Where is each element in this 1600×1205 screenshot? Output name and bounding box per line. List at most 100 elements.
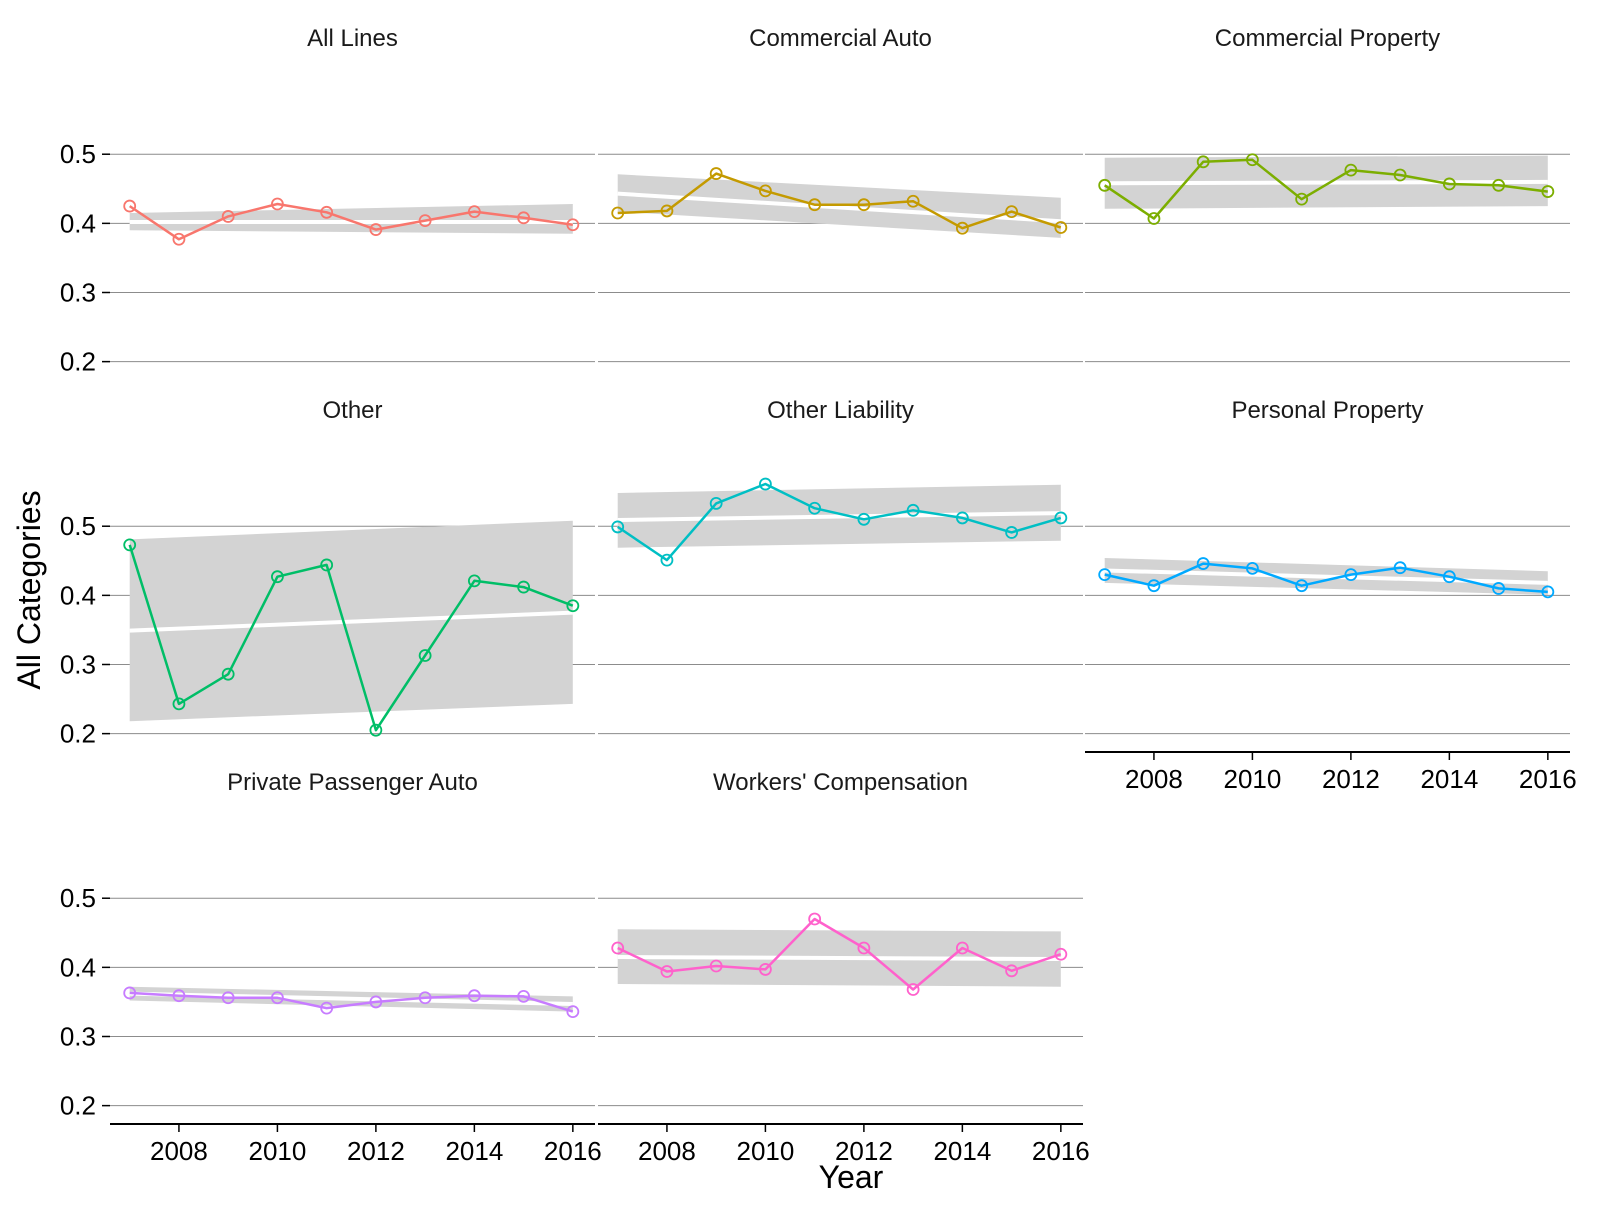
data-point-commercial-property-2009 <box>1196 155 1210 169</box>
data-point-all-lines-2013 <box>418 214 432 227</box>
data-point-all-lines-2007 <box>123 199 137 213</box>
x-tick-label: 2008 <box>150 1136 208 1166</box>
data-point-workers-compensation-2014 <box>955 941 969 955</box>
y-axis-title: All Categories <box>11 490 47 689</box>
data-point-commercial-property-2012 <box>1344 163 1358 177</box>
data-point-other-2010 <box>271 570 284 584</box>
trend-line-other <box>129 610 573 633</box>
data-point-other-liability-2008 <box>660 553 674 567</box>
data-point-other-liability-2014 <box>955 511 969 525</box>
series-line-workers-compensation <box>617 917 1062 991</box>
data-point-private-passenger-auto-2010 <box>271 991 284 1005</box>
data-point-other-2009 <box>221 667 235 681</box>
x-tick-label: 2008 <box>1125 764 1183 794</box>
data-point-other-2008 <box>172 697 186 711</box>
data-point-other-2012 <box>369 723 383 737</box>
data-point-other-liability-2016 <box>1054 511 1068 525</box>
panel-title-other-liability: Other Liability <box>767 397 914 424</box>
data-point-other-2007 <box>123 538 137 552</box>
data-point-personal-property-2016 <box>1541 585 1555 599</box>
data-point-workers-compensation-2016 <box>1054 947 1068 961</box>
panel-title-workers-compensation: Workers' Compensation <box>713 769 968 796</box>
trend-line-other-liability <box>617 511 1061 522</box>
x-tick-label: 2016 <box>544 1136 602 1166</box>
x-tick-label: 2014 <box>445 1136 503 1166</box>
x-tick-label: 2010 <box>736 1136 794 1166</box>
data-point-commercial-auto-2013 <box>906 194 920 208</box>
trend-line-commercial-property <box>1104 179 1548 186</box>
trend-line-personal-property <box>1104 568 1548 585</box>
series-line-other <box>128 544 574 732</box>
data-point-other-2016 <box>566 599 580 613</box>
panel-other-liability: Other Liability <box>598 397 1083 735</box>
data-point-other-liability-2015 <box>1005 526 1019 539</box>
data-point-commercial-auto-2012 <box>857 198 871 212</box>
data-point-private-passenger-auto-2014 <box>467 989 481 1003</box>
series-line-personal-property <box>1104 562 1548 594</box>
data-point-other-liability-2012 <box>857 512 871 526</box>
y-tick-label: 0.3 <box>60 277 96 307</box>
data-point-workers-compensation-2010 <box>759 963 772 976</box>
data-point-workers-compensation-2012 <box>857 941 871 955</box>
y-tick-label: 0.2 <box>60 1091 96 1121</box>
x-tick-label: 2016 <box>1032 1136 1090 1166</box>
panel-title-other: Other <box>322 397 382 424</box>
data-point-workers-compensation-2011 <box>808 912 822 926</box>
data-point-workers-compensation-2007 <box>611 941 625 955</box>
data-point-commercial-property-2011 <box>1295 192 1309 206</box>
panel-other: Other 0.2 0.3 0.4 0.5 <box>60 397 595 749</box>
panel-title-private-passenger-auto: Private Passenger Auto <box>227 769 478 796</box>
data-point-commercial-property-2013 <box>1393 168 1407 182</box>
y-tick-label: 0.5 <box>60 139 96 169</box>
data-point-commercial-auto-2014 <box>955 221 969 235</box>
x-tick-label: 2012 <box>835 1136 893 1166</box>
y-tick-label: 0.4 <box>60 580 96 610</box>
data-point-private-passenger-auto-2007 <box>123 986 137 1000</box>
data-point-commercial-auto-2008 <box>660 204 674 218</box>
panel-title-commercial-property: Commercial Property <box>1215 25 1440 52</box>
series-line-all-lines <box>129 202 573 241</box>
data-point-all-lines-2016 <box>566 218 580 232</box>
data-point-personal-property-2015 <box>1492 582 1506 595</box>
data-point-commercial-property-2008 <box>1147 212 1161 225</box>
data-point-other-2013 <box>418 649 432 662</box>
x-tick-label: 2008 <box>638 1136 696 1166</box>
data-point-all-lines-2012 <box>369 223 383 236</box>
y-tick-label: 0.2 <box>60 719 96 749</box>
panel-commercial-property: Commercial Property <box>1085 25 1570 363</box>
y-tick-label: 0.2 <box>60 347 96 377</box>
data-point-other-liability-2010 <box>759 477 772 491</box>
data-point-commercial-auto-2015 <box>1005 205 1019 219</box>
data-point-workers-compensation-2013 <box>906 983 920 996</box>
series-line-commercial-property <box>1104 158 1548 220</box>
x-tick-label: 2010 <box>1223 764 1281 794</box>
x-axis-title: Year <box>819 1159 884 1195</box>
x-tick-label: 2012 <box>1322 764 1380 794</box>
series-line-commercial-auto <box>617 172 1062 230</box>
data-point-private-passenger-auto-2016 <box>566 1005 580 1019</box>
y-tick-label: 0.4 <box>60 208 96 238</box>
trend-line-commercial-auto <box>617 191 1061 224</box>
series-line-other-liability <box>617 482 1062 562</box>
data-point-commercial-auto-2016 <box>1054 221 1068 234</box>
data-point-personal-property-2014 <box>1442 570 1456 584</box>
panel-workers-compensation: Workers' Compensation 2008 2010 2012 2014 201… <box>598 769 1090 1166</box>
data-point-other-liability-2009 <box>709 497 723 510</box>
data-point-workers-compensation-2008 <box>660 965 674 978</box>
data-point-private-passenger-auto-2009 <box>221 991 235 1005</box>
x-tick-label: 2016 <box>1519 764 1577 794</box>
data-point-commercial-property-2010 <box>1246 153 1259 167</box>
trend-line-workers-compensation <box>617 954 1061 962</box>
x-tick-label: 2012 <box>347 1136 405 1166</box>
panel-title-commercial-auto: Commercial Auto <box>749 25 932 52</box>
data-point-personal-property-2013 <box>1393 561 1407 575</box>
data-point-other-liability-2007 <box>611 520 625 534</box>
data-point-private-passenger-auto-2015 <box>517 989 531 1003</box>
x-tick-label: 2010 <box>248 1136 306 1166</box>
data-point-other-liability-2013 <box>906 503 920 517</box>
data-point-all-lines-2011 <box>320 205 334 219</box>
data-point-commercial-auto-2010 <box>759 184 772 198</box>
data-point-workers-compensation-2015 <box>1005 964 1019 978</box>
panel-commercial-auto: Commercial Auto <box>598 25 1083 363</box>
data-point-commercial-auto-2011 <box>808 198 822 212</box>
